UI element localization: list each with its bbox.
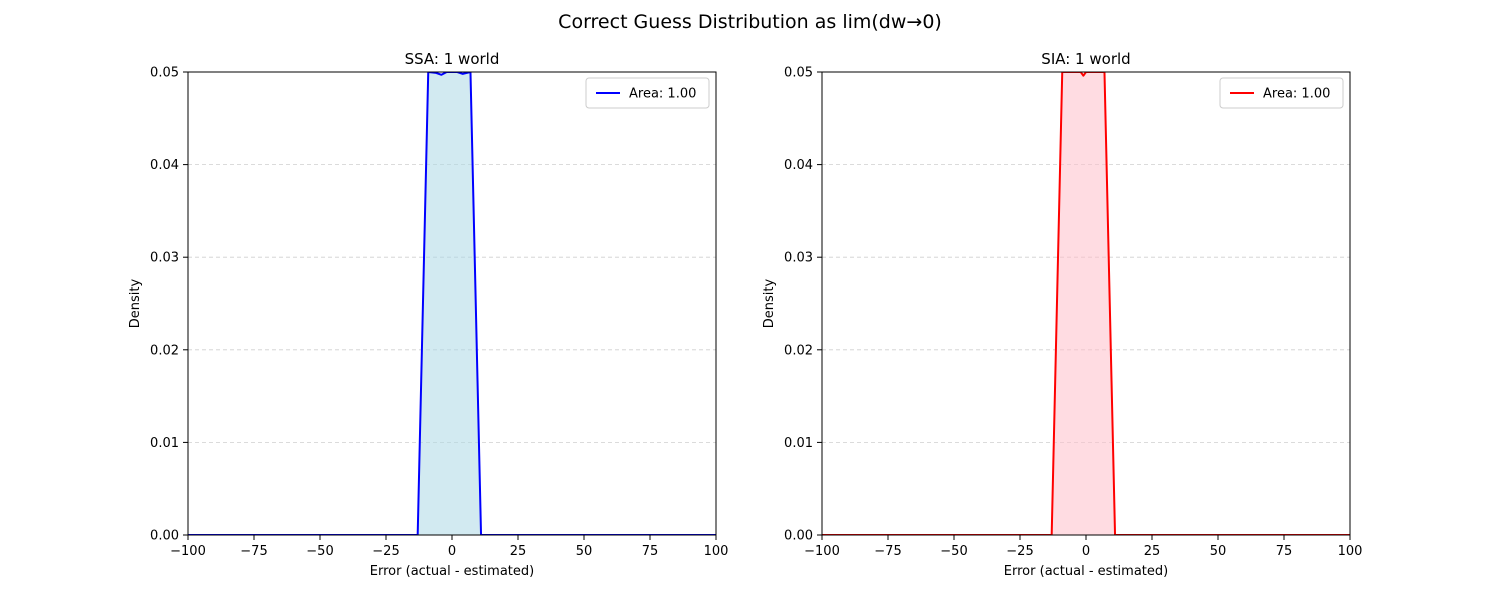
sia-x-tick-label: 75 xyxy=(1276,544,1293,559)
ssa-x-tick-label: 50 xyxy=(576,544,593,559)
ssa-x-tick-label: −75 xyxy=(240,544,267,559)
ssa-legend-box xyxy=(585,77,710,109)
ssa-subplot-title: SSA: 1 world xyxy=(405,50,500,68)
ssa-legend: Area: 1.00 xyxy=(585,77,710,109)
ssa-x-tick-label: −100 xyxy=(170,544,206,559)
ssa-y-axis-label: Density xyxy=(128,278,143,328)
figure-title: Correct Guess Distribution as lim(dw→0) xyxy=(558,11,942,33)
ssa-x-tick-label: −50 xyxy=(306,544,333,559)
sia-legend: Area: 1.00 xyxy=(1219,77,1344,109)
sia-y-tick-label: 0.02 xyxy=(784,343,813,358)
sia-legend-label: Area: 1.00 xyxy=(1263,87,1330,102)
sia-x-tick-label: −100 xyxy=(804,544,840,559)
sia-x-tick-label: −75 xyxy=(874,544,901,559)
ssa-y-tick-label: 0.05 xyxy=(150,66,179,81)
sia-subplot-title: SIA: 1 world xyxy=(1041,50,1130,68)
sia-x-tick-label: 50 xyxy=(1210,544,1227,559)
ssa-y-tick-label: 0.04 xyxy=(150,158,179,173)
sia-x-tick-label: −25 xyxy=(1006,544,1033,559)
ssa-x-axis-label: Error (actual - estimated) xyxy=(370,564,534,579)
ssa-y-tick-label: 0.03 xyxy=(150,251,179,266)
ssa-x-tick-label: 25 xyxy=(510,544,527,559)
ssa-y-tick-label: 0.00 xyxy=(150,529,179,544)
sia-x-tick-label: −50 xyxy=(940,544,967,559)
sia-y-tick-label: 0.04 xyxy=(784,158,813,173)
sia-y-tick-label: 0.00 xyxy=(784,529,813,544)
ssa-x-tick-label: −25 xyxy=(372,544,399,559)
sia-y-tick-label: 0.05 xyxy=(784,66,813,81)
ssa-x-tick-label: 75 xyxy=(642,544,659,559)
sia-y-axis-label: Density xyxy=(762,278,777,328)
sia-x-tick-label: 25 xyxy=(1144,544,1161,559)
ssa-y-tick-label: 0.02 xyxy=(150,343,179,358)
sia-legend-box xyxy=(1219,77,1344,109)
sia-x-tick-label: 100 xyxy=(1338,544,1363,559)
sia-density-fill xyxy=(822,72,1350,535)
sia-density-line xyxy=(822,72,1350,535)
ssa-subplot: −100 −75 −50 −25 0 25 50 75 100 0.00 0.01 0.02 0.03 0… xyxy=(128,50,728,579)
sia-subplot: −100 −75 −50 −25 0 25 50 75 100 0.00 0.01 0.02 0.03 0… xyxy=(762,50,1362,579)
sia-x-axis-label: Error (actual - estimated) xyxy=(1004,564,1168,579)
ssa-x-tick-label: 0 xyxy=(448,544,456,559)
ssa-y-tick-label: 0.01 xyxy=(150,436,179,451)
sia-y-tick-label: 0.03 xyxy=(784,251,813,266)
ssa-legend-label: Area: 1.00 xyxy=(629,87,696,102)
ssa-x-tick-label: 100 xyxy=(704,544,729,559)
ssa-density-line xyxy=(188,72,716,535)
ssa-density-fill xyxy=(188,72,716,535)
sia-y-tick-label: 0.01 xyxy=(784,436,813,451)
sia-x-tick-label: 0 xyxy=(1082,544,1090,559)
